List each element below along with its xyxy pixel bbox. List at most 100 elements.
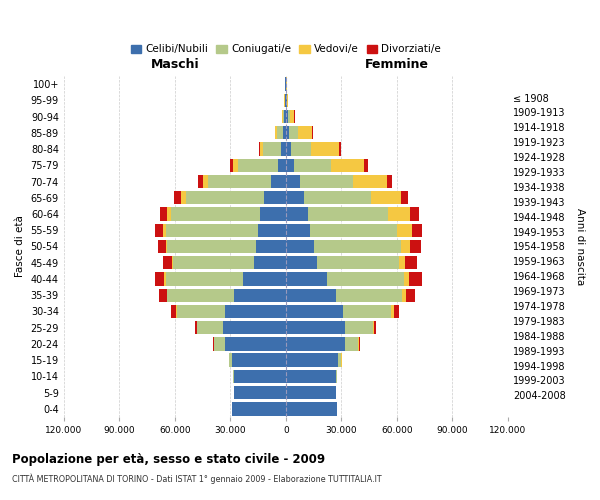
Bar: [373, 321, 374, 334]
Bar: [263, 191, 286, 204]
Bar: [259, 142, 260, 156]
Bar: [345, 337, 358, 350]
Bar: [284, 110, 286, 123]
Bar: [412, 224, 422, 237]
Bar: [234, 370, 286, 383]
Bar: [263, 142, 281, 156]
Bar: [232, 354, 286, 367]
Bar: [286, 354, 338, 367]
Bar: [186, 191, 263, 204]
Bar: [326, 272, 404, 285]
Bar: [405, 256, 417, 270]
Y-axis label: Fasce di età: Fasce di età: [15, 216, 25, 278]
Bar: [410, 208, 419, 220]
Bar: [286, 191, 304, 204]
Bar: [167, 288, 234, 302]
Bar: [304, 191, 371, 204]
Bar: [285, 94, 286, 107]
Y-axis label: Anni di nascita: Anni di nascita: [575, 208, 585, 285]
Bar: [286, 402, 337, 415]
Bar: [233, 158, 238, 172]
Bar: [198, 175, 203, 188]
Bar: [281, 142, 286, 156]
Bar: [336, 370, 337, 383]
Bar: [286, 110, 287, 123]
Bar: [159, 288, 167, 302]
Bar: [214, 337, 225, 350]
Bar: [176, 305, 225, 318]
Bar: [287, 94, 288, 107]
Bar: [277, 126, 283, 140]
Bar: [197, 321, 223, 334]
Bar: [300, 175, 353, 188]
Bar: [167, 240, 256, 253]
Bar: [371, 191, 401, 204]
Bar: [338, 354, 341, 367]
Bar: [399, 256, 405, 270]
Bar: [406, 288, 415, 302]
Bar: [331, 158, 364, 172]
Bar: [343, 305, 391, 318]
Bar: [256, 240, 286, 253]
Bar: [286, 175, 300, 188]
Bar: [234, 288, 286, 302]
Bar: [289, 126, 298, 140]
Bar: [286, 142, 291, 156]
Bar: [314, 240, 401, 253]
Bar: [353, 175, 387, 188]
Bar: [172, 305, 176, 318]
Bar: [339, 142, 341, 156]
Bar: [173, 256, 254, 270]
Bar: [394, 305, 399, 318]
Bar: [223, 321, 286, 334]
Bar: [286, 321, 345, 334]
Bar: [286, 370, 336, 383]
Bar: [172, 256, 173, 270]
Bar: [401, 191, 408, 204]
Bar: [286, 126, 289, 140]
Bar: [293, 158, 331, 172]
Bar: [167, 208, 171, 220]
Text: CITTÀ METROPOLITANA DI TORINO - Dati ISTAT 1° gennaio 2009 - Elaborazione TUTTIT: CITTÀ METROPOLITANA DI TORINO - Dati IST…: [12, 474, 382, 484]
Text: Popolazione per età, sesso e stato civile - 2009: Popolazione per età, sesso e stato civil…: [12, 452, 325, 466]
Bar: [260, 142, 263, 156]
Bar: [203, 175, 208, 188]
Bar: [286, 305, 343, 318]
Bar: [286, 240, 314, 253]
Bar: [286, 272, 326, 285]
Bar: [213, 337, 214, 350]
Bar: [410, 240, 421, 253]
Bar: [171, 208, 260, 220]
Bar: [234, 386, 286, 400]
Legend: Celibi/Nubili, Coniugati/e, Vedovi/e, Divorziati/e: Celibi/Nubili, Coniugati/e, Vedovi/e, Di…: [127, 40, 445, 58]
Bar: [283, 126, 286, 140]
Bar: [160, 208, 167, 220]
Bar: [286, 337, 345, 350]
Bar: [232, 402, 286, 415]
Text: Femmine: Femmine: [365, 58, 429, 71]
Bar: [166, 272, 244, 285]
Bar: [364, 158, 368, 172]
Bar: [238, 158, 278, 172]
Bar: [225, 305, 286, 318]
Bar: [286, 288, 336, 302]
Bar: [286, 386, 336, 400]
Bar: [404, 272, 409, 285]
Bar: [283, 110, 284, 123]
Bar: [311, 142, 339, 156]
Bar: [336, 288, 403, 302]
Bar: [155, 272, 164, 285]
Bar: [164, 272, 166, 285]
Bar: [286, 256, 317, 270]
Bar: [317, 256, 399, 270]
Bar: [244, 272, 286, 285]
Bar: [260, 208, 286, 220]
Bar: [163, 256, 172, 270]
Bar: [158, 240, 166, 253]
Bar: [409, 272, 422, 285]
Bar: [271, 175, 286, 188]
Bar: [166, 240, 167, 253]
Bar: [403, 288, 406, 302]
Bar: [155, 224, 163, 237]
Bar: [310, 224, 397, 237]
